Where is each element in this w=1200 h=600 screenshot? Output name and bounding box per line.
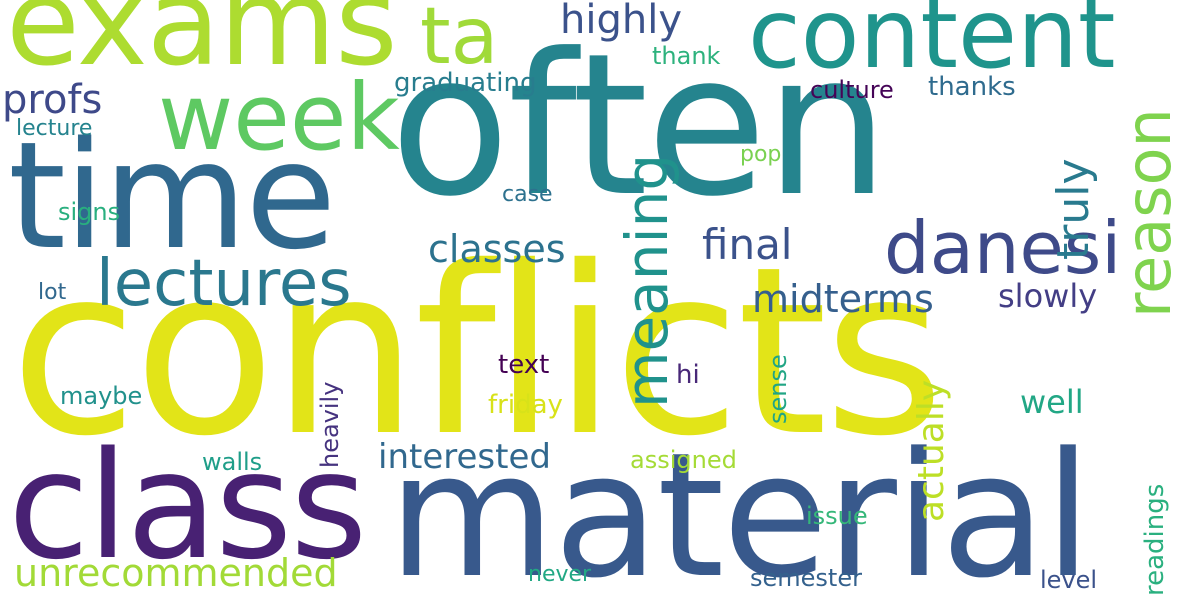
word-graduating: graduating: [394, 68, 537, 98]
word-classes: classes: [428, 227, 566, 271]
word-time: time: [8, 110, 336, 282]
word-highly: highly: [560, 0, 682, 43]
word-sense: sense: [764, 354, 792, 424]
word-issue: issue: [806, 502, 868, 530]
word-slowly: slowly: [998, 277, 1098, 315]
word-hi: hi: [676, 360, 700, 390]
word-lectures: lectures: [96, 247, 352, 321]
word-ta: ta: [420, 0, 499, 82]
word-meaning: meaning: [613, 153, 681, 408]
word-midterms: midterms: [752, 277, 934, 321]
word-walls: walls: [202, 448, 263, 476]
word-profs: profs: [2, 77, 103, 123]
word-readings: readings: [1140, 483, 1170, 596]
word-content: content: [748, 0, 1116, 90]
word-unrecommended: unrecommended: [14, 551, 338, 595]
word-level: level: [1040, 566, 1098, 594]
word-class: class: [8, 420, 367, 592]
word-lot: lot: [38, 280, 67, 305]
word-exams: exams: [6, 0, 398, 93]
word-interested: interested: [378, 437, 551, 477]
word-actually: actually: [911, 379, 952, 522]
word-text: text: [498, 350, 550, 380]
word-never: never: [528, 562, 592, 587]
word-maybe: maybe: [60, 382, 143, 410]
word-thank: thank: [652, 42, 721, 70]
word-lecture: lecture: [16, 116, 93, 141]
word-assigned: assigned: [630, 446, 737, 474]
word-danesi: danesi: [884, 206, 1122, 290]
word-often: often: [390, 12, 889, 240]
word-signs: signs: [58, 198, 121, 226]
word-case: case: [502, 182, 553, 207]
word-final: final: [702, 220, 793, 269]
word-thanks: thanks: [928, 72, 1016, 102]
word-reason: reason: [1112, 108, 1185, 318]
word-well: well: [1020, 383, 1084, 421]
word-friday: friday: [488, 390, 563, 420]
word-semester: semester: [750, 564, 862, 592]
word-truly: truly: [1048, 158, 1099, 261]
word-conflicts: conflicts: [10, 217, 945, 487]
word-heavily: heavily: [316, 381, 344, 468]
word-week: week: [158, 64, 400, 171]
word-material: material: [388, 415, 1092, 600]
word-pop: pop: [740, 142, 782, 167]
word-culture: culture: [810, 76, 894, 104]
